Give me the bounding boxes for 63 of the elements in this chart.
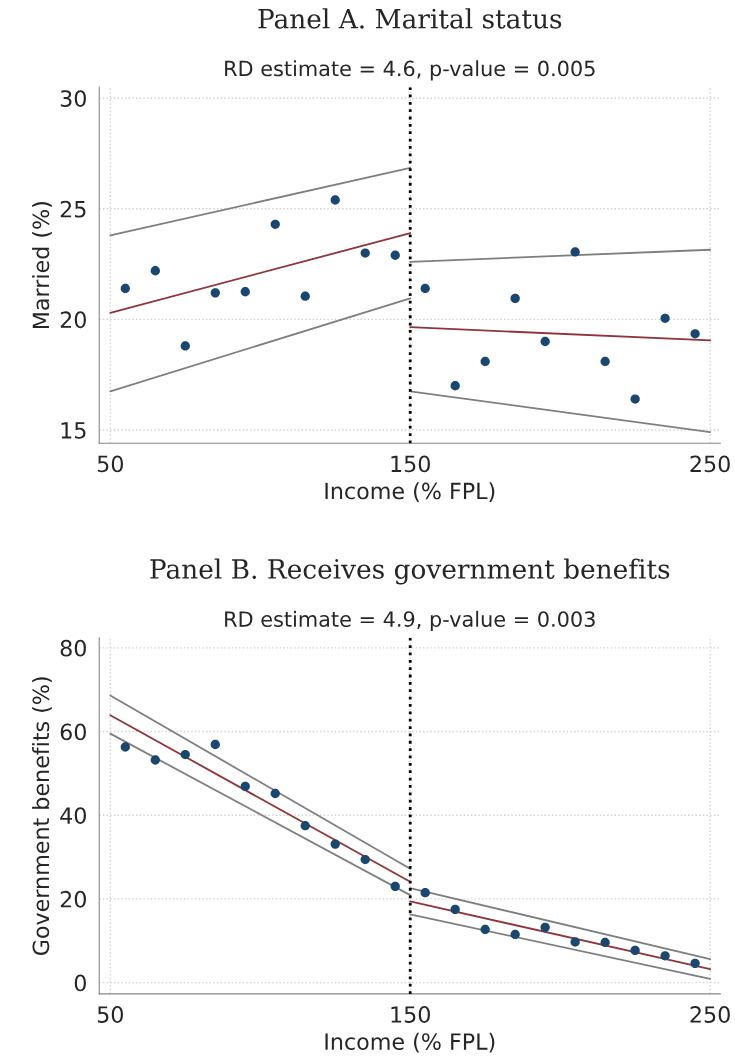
- point: [150, 266, 160, 276]
- chart-title: Panel B. Receives government benefits: [150, 558, 670, 585]
- point: [210, 739, 220, 750]
- point: [120, 283, 130, 294]
- y-tick-label: 20: [60, 311, 86, 329]
- point: [270, 788, 280, 799]
- point: [570, 937, 580, 947]
- point: [540, 922, 550, 933]
- x-axis-title: Income (% FPL): [325, 1032, 495, 1053]
- y-tick-label: 20: [60, 890, 86, 908]
- y-tick-label: 40: [60, 807, 86, 824]
- y-tick-label: 15: [61, 422, 86, 439]
- x-axis-title: Income (% FPL): [325, 482, 495, 502]
- chart-subtitle: RD estimate = 4.6, p-value = 0.005: [225, 60, 595, 81]
- point: [540, 336, 550, 347]
- point: [480, 356, 490, 367]
- point: [330, 839, 340, 849]
- point: [420, 887, 430, 898]
- point: [240, 287, 250, 297]
- point: [480, 924, 490, 935]
- point: [630, 945, 640, 956]
- y-tick-label: 60: [60, 723, 86, 741]
- point: [360, 248, 370, 258]
- point: [570, 247, 580, 257]
- point: [360, 854, 370, 865]
- point: [510, 293, 520, 304]
- point: [210, 288, 220, 298]
- x-tick-label: 250: [690, 455, 730, 473]
- x-tick-label: 50: [97, 455, 123, 473]
- y-axis-title: Married (%): [32, 202, 52, 329]
- point: [330, 195, 340, 205]
- point: [300, 821, 310, 831]
- y-tick-label: 0: [74, 974, 86, 992]
- point: [240, 781, 250, 792]
- point: [600, 937, 610, 948]
- y-tick-label: 25: [60, 200, 86, 218]
- point: [300, 291, 310, 301]
- chart-subtitle: RD estimate = 4.9, p-value = 0.003: [225, 610, 595, 632]
- point: [690, 329, 700, 339]
- y-tick-label: 30: [60, 90, 86, 107]
- x-tick-label: 50: [97, 1006, 123, 1023]
- point: [510, 929, 520, 940]
- point: [120, 742, 130, 752]
- point: [600, 356, 610, 367]
- point: [180, 749, 190, 760]
- y-axis-title: Government benefits (%): [32, 677, 52, 956]
- x-tick-label: 250: [690, 1006, 730, 1023]
- chart-title: Panel A. Marital status: [258, 8, 562, 29]
- point: [450, 904, 460, 915]
- point: [690, 958, 700, 969]
- point: [660, 951, 670, 961]
- point: [450, 381, 460, 391]
- point: [390, 250, 400, 260]
- y-tick-label: 80: [60, 639, 86, 657]
- x-tick-label: 150: [391, 455, 430, 473]
- x-tick-label: 150: [391, 1006, 430, 1023]
- point: [150, 755, 160, 765]
- point: [420, 283, 430, 294]
- point: [180, 341, 190, 351]
- point: [270, 219, 280, 229]
- point: [630, 394, 640, 404]
- point: [660, 313, 670, 323]
- point: [390, 881, 400, 892]
